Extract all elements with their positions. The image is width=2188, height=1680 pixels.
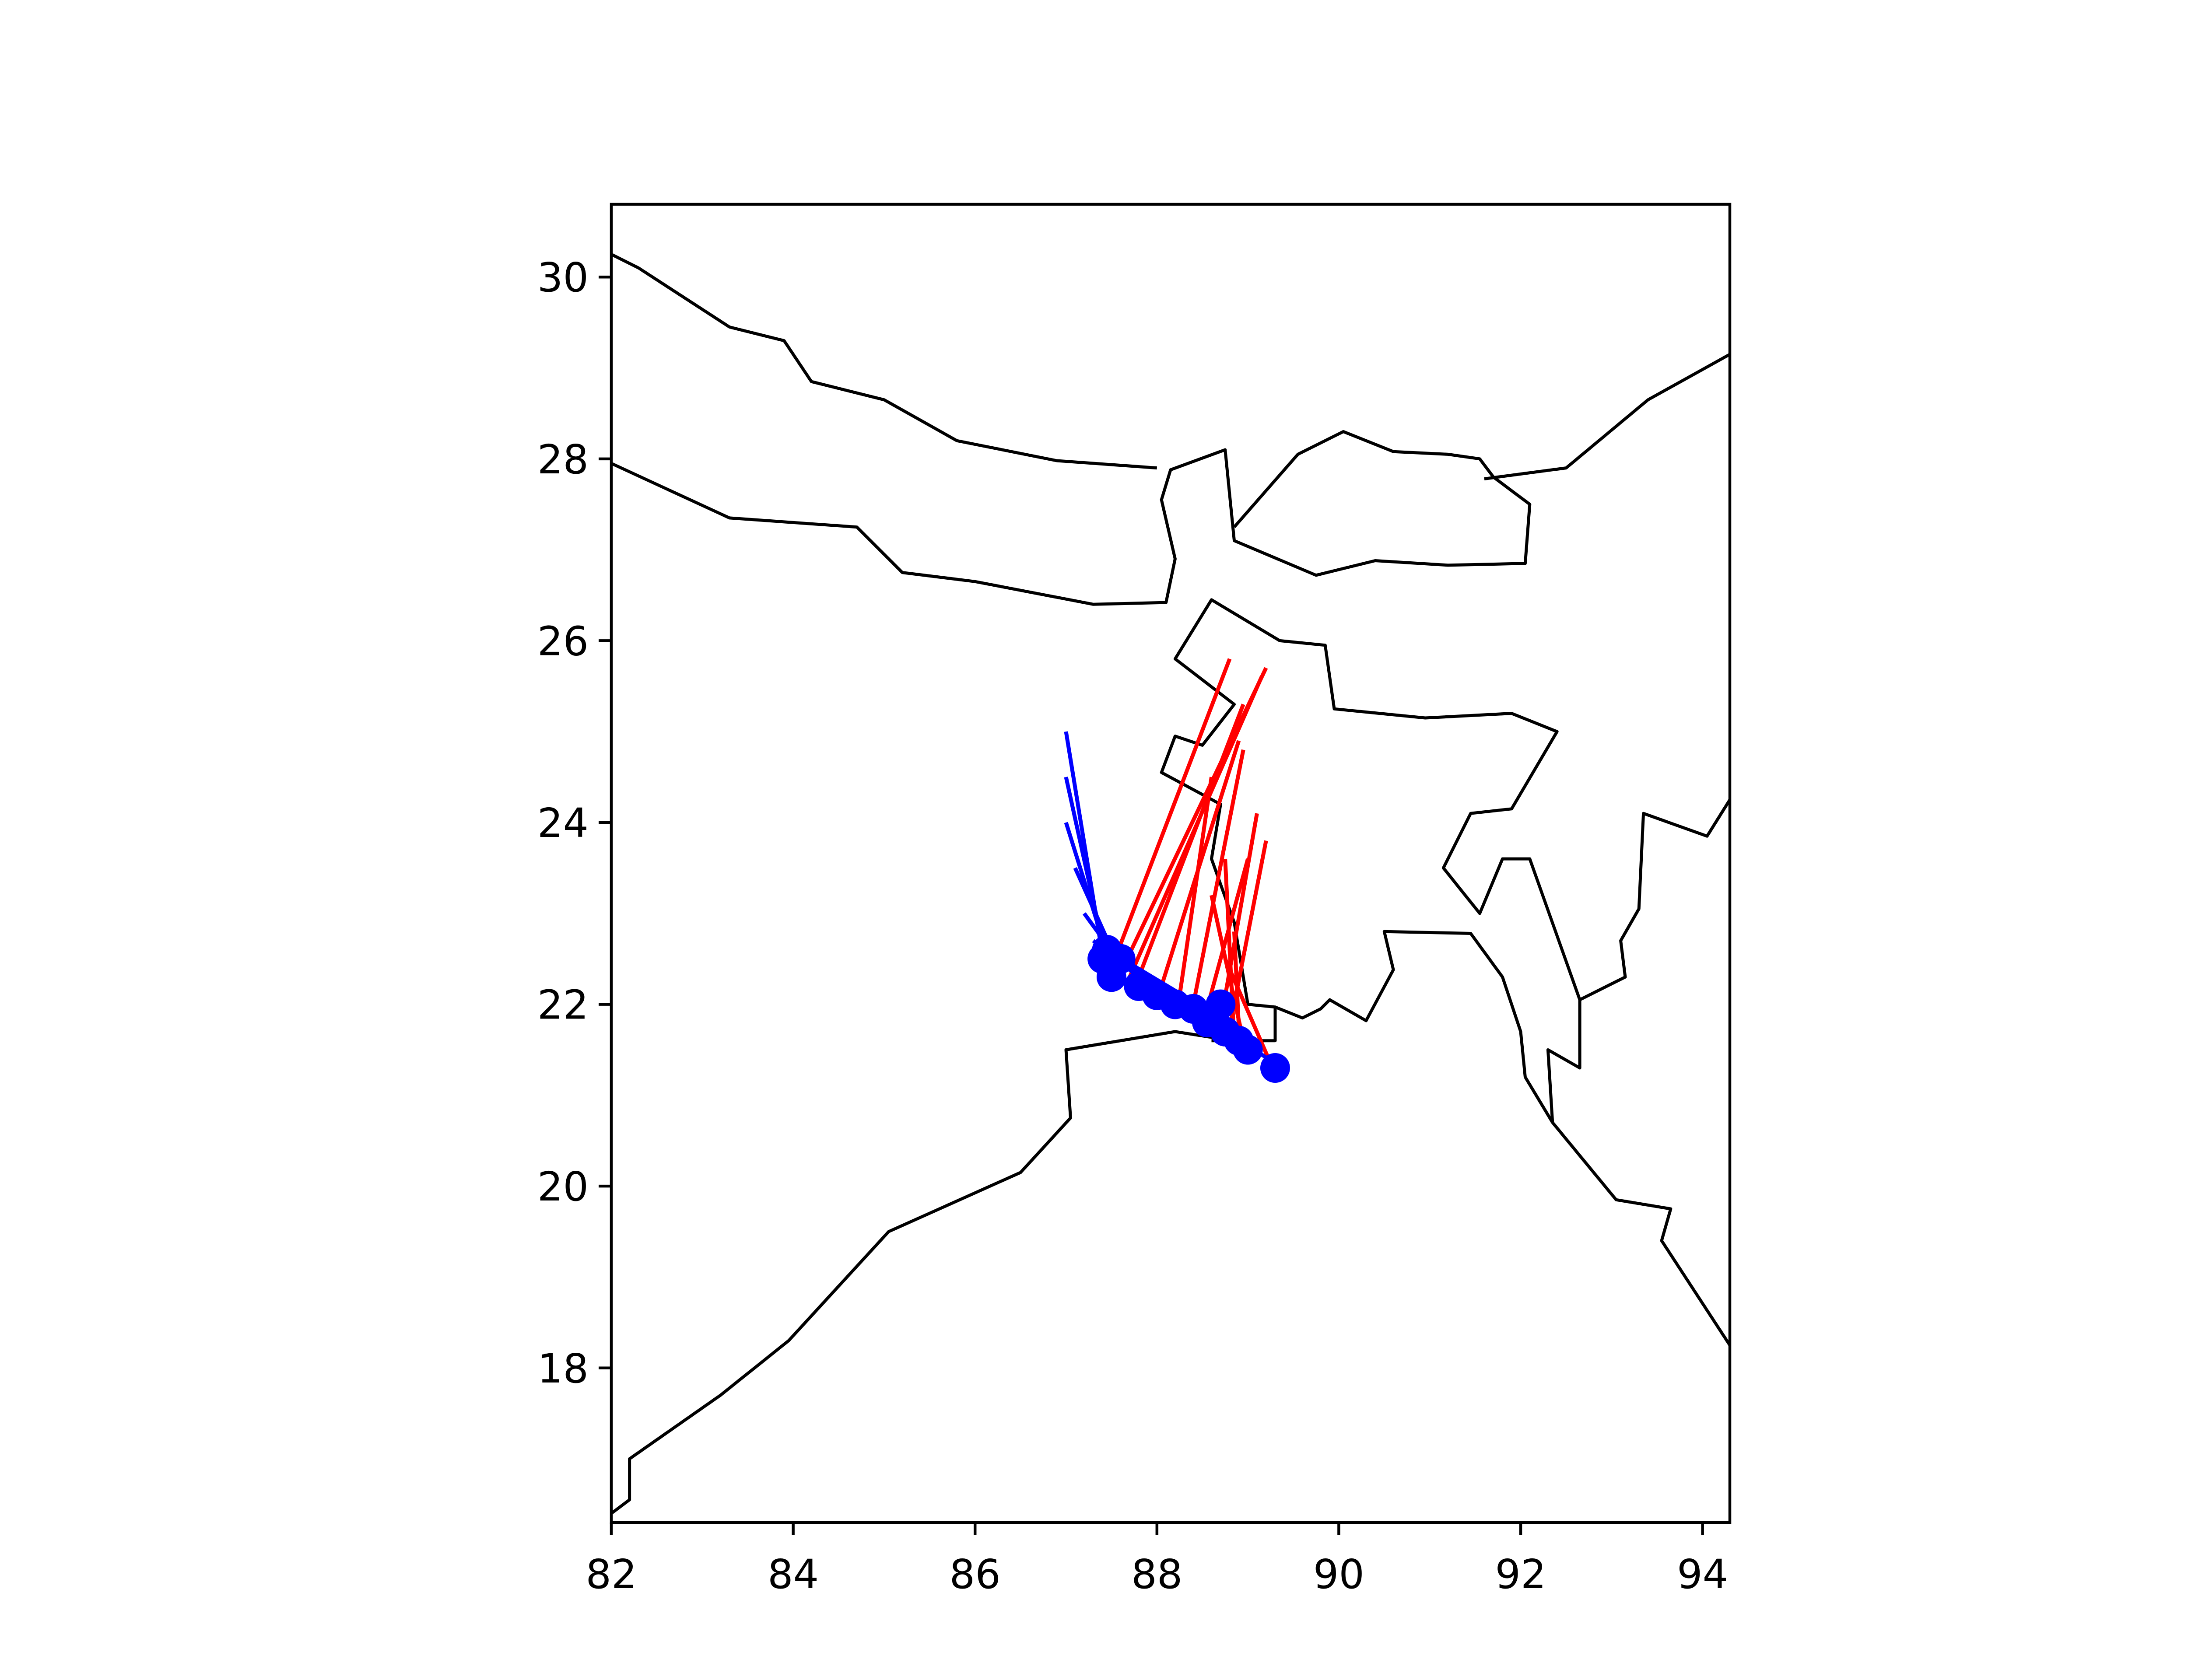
x-tick-label: 84 xyxy=(768,1551,819,1598)
border-line xyxy=(1160,598,1581,1009)
red-segment xyxy=(1178,777,1213,996)
plot-frame xyxy=(610,203,1732,1524)
y-tick-label: 20 xyxy=(537,1163,589,1210)
red-segment xyxy=(1109,658,1232,969)
blue-marker xyxy=(1260,1053,1290,1083)
y-tick-label: 18 xyxy=(537,1345,589,1392)
red-series xyxy=(1109,658,1273,1064)
border-line xyxy=(611,253,1157,470)
y-axis: 18 20 22 24 26 28 30 xyxy=(537,254,611,1392)
y-tick-label: 24 xyxy=(537,800,589,847)
x-tick-label: 88 xyxy=(1131,1551,1182,1598)
blue-marker xyxy=(1233,1035,1263,1065)
red-segment xyxy=(1137,704,1245,978)
y-tick-label: 26 xyxy=(537,618,589,665)
y-tick-label: 28 xyxy=(537,436,589,483)
blue-marker xyxy=(1192,1008,1222,1038)
border-line xyxy=(611,1030,1262,1515)
blue-marker xyxy=(1092,934,1122,965)
red-segment xyxy=(1223,958,1273,1064)
red-segment xyxy=(1191,749,1245,1005)
blue-series xyxy=(1064,731,1290,1083)
x-tick-label: 90 xyxy=(1313,1551,1364,1598)
x-tick-label: 82 xyxy=(586,1551,637,1598)
x-axis: 82 84 86 88 90 92 94 xyxy=(586,1522,1728,1598)
country-borders xyxy=(611,253,1730,1515)
border-line xyxy=(611,430,1532,606)
border-line xyxy=(1211,930,1730,1346)
red-segment xyxy=(1218,813,1259,1023)
y-tick-label: 30 xyxy=(537,254,589,301)
border-line xyxy=(1484,353,1730,480)
border-line xyxy=(1546,799,1730,1123)
y-tick-label: 22 xyxy=(537,982,589,1029)
x-tick-label: 92 xyxy=(1495,1551,1546,1598)
x-tick-label: 94 xyxy=(1677,1551,1728,1598)
x-tick-label: 86 xyxy=(950,1551,1001,1598)
